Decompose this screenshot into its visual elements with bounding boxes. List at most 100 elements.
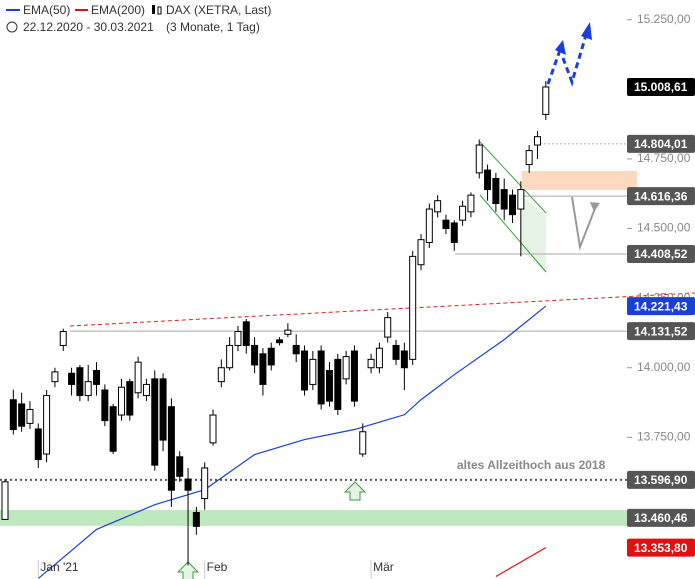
candle-body — [192, 511, 200, 527]
arrow — [546, 49, 562, 85]
candle-body — [484, 169, 492, 191]
up-arrow — [343, 481, 367, 501]
candle-body — [492, 177, 500, 204]
candle-body — [533, 136, 541, 146]
candle-body — [34, 428, 42, 461]
candle-body — [467, 194, 475, 213]
candle-body — [425, 208, 433, 243]
candle-body — [84, 381, 92, 397]
candle-body — [267, 347, 275, 366]
candle-body — [176, 456, 184, 477]
arrow-head — [555, 40, 566, 55]
arrow — [571, 196, 597, 251]
arrow-head — [581, 22, 592, 40]
candle-body — [117, 386, 125, 416]
price-tag-label: 14.804,01 — [634, 137, 688, 151]
candle-body — [1, 481, 9, 520]
price-tag — [627, 322, 695, 341]
candle-body — [359, 431, 367, 455]
price-tag — [627, 134, 695, 153]
price-tag — [627, 245, 695, 264]
candle-body — [517, 189, 525, 210]
candle-body — [350, 350, 358, 402]
candle-body — [450, 222, 458, 243]
candle-body — [284, 329, 292, 335]
x-tick-label: Jan '21 — [40, 560, 79, 574]
support-band — [0, 509, 627, 526]
candle-body — [317, 350, 325, 405]
price-tag-label: 13.460,46 — [634, 511, 688, 525]
candle-body — [109, 406, 117, 452]
candle-body — [384, 317, 392, 338]
ema-line — [495, 547, 547, 578]
legend: EMA(50) EMA(200) DAX (XETRA, Last) 22.12… — [6, 3, 271, 34]
candle-body — [367, 358, 375, 369]
channel-line — [479, 141, 547, 214]
price-tag-label: 14.221,43 — [634, 299, 688, 313]
candle-body — [442, 219, 450, 230]
price-tag-label: 14.131,52 — [634, 324, 688, 338]
candle-body — [234, 331, 242, 346]
candle-body — [542, 86, 550, 115]
candle-body — [43, 395, 51, 455]
candle-body — [459, 205, 467, 221]
clock-icon — [6, 21, 18, 33]
arrow-head — [590, 202, 600, 212]
legend-label: EMA(50) — [23, 3, 70, 17]
candle-body — [292, 344, 300, 355]
candle-body — [26, 408, 34, 424]
price-tag-label: 15.008,61 — [634, 80, 688, 94]
legend-swatch — [157, 6, 162, 15]
candle-body — [409, 255, 417, 360]
candle-body — [142, 383, 150, 397]
price-tag — [627, 470, 695, 489]
y-tick-label: 14.000,00 — [637, 360, 691, 374]
candle-body — [334, 358, 342, 410]
candle-body — [301, 350, 309, 391]
candle-body — [475, 144, 483, 174]
channel-fill — [520, 195, 546, 272]
price-tag — [627, 297, 695, 316]
candle-body — [201, 467, 209, 500]
annotation: altes Allzeithoch aus 2018 — [457, 458, 606, 472]
candle-body — [126, 381, 134, 416]
candle-body — [375, 347, 383, 369]
candle-body — [68, 372, 76, 385]
price-tag-label: 14.408,52 — [634, 247, 688, 261]
candle-body — [51, 371, 59, 383]
price-tag — [627, 77, 695, 96]
candle-body — [93, 370, 101, 385]
candle-body — [400, 350, 408, 369]
legend-label: EMA(200) — [91, 3, 145, 17]
candle-body — [392, 344, 400, 360]
price-tag-label: 13.353,80 — [634, 541, 688, 555]
zone — [522, 171, 637, 190]
candle-body — [134, 361, 142, 394]
price-tag — [627, 508, 695, 527]
x-tick-label: Mär — [373, 560, 394, 574]
candle-body — [525, 150, 533, 166]
candle-body — [309, 358, 317, 385]
candle-body — [276, 339, 284, 344]
candle-body — [226, 344, 234, 369]
arrow — [561, 34, 588, 87]
candle-body — [209, 414, 217, 444]
price-tag — [627, 187, 695, 206]
candle-body — [251, 344, 259, 366]
candle-body — [342, 356, 350, 380]
y-tick-label: 15.250,00 — [637, 12, 691, 26]
y-tick-label: 14.500,00 — [637, 221, 691, 235]
candle-body — [9, 399, 17, 431]
period: 22.12.2020 - 30.03.2021 — [23, 20, 154, 34]
candle-body — [417, 239, 425, 266]
price-tag — [627, 538, 695, 557]
x-tick-label: Feb — [207, 560, 228, 574]
candle-body — [509, 194, 517, 216]
candle-body — [184, 478, 192, 491]
drawings — [0, 22, 695, 579]
legend-label: DAX (XETRA, Last) — [166, 3, 271, 17]
candle-body — [101, 389, 109, 422]
candle-body — [259, 353, 267, 385]
